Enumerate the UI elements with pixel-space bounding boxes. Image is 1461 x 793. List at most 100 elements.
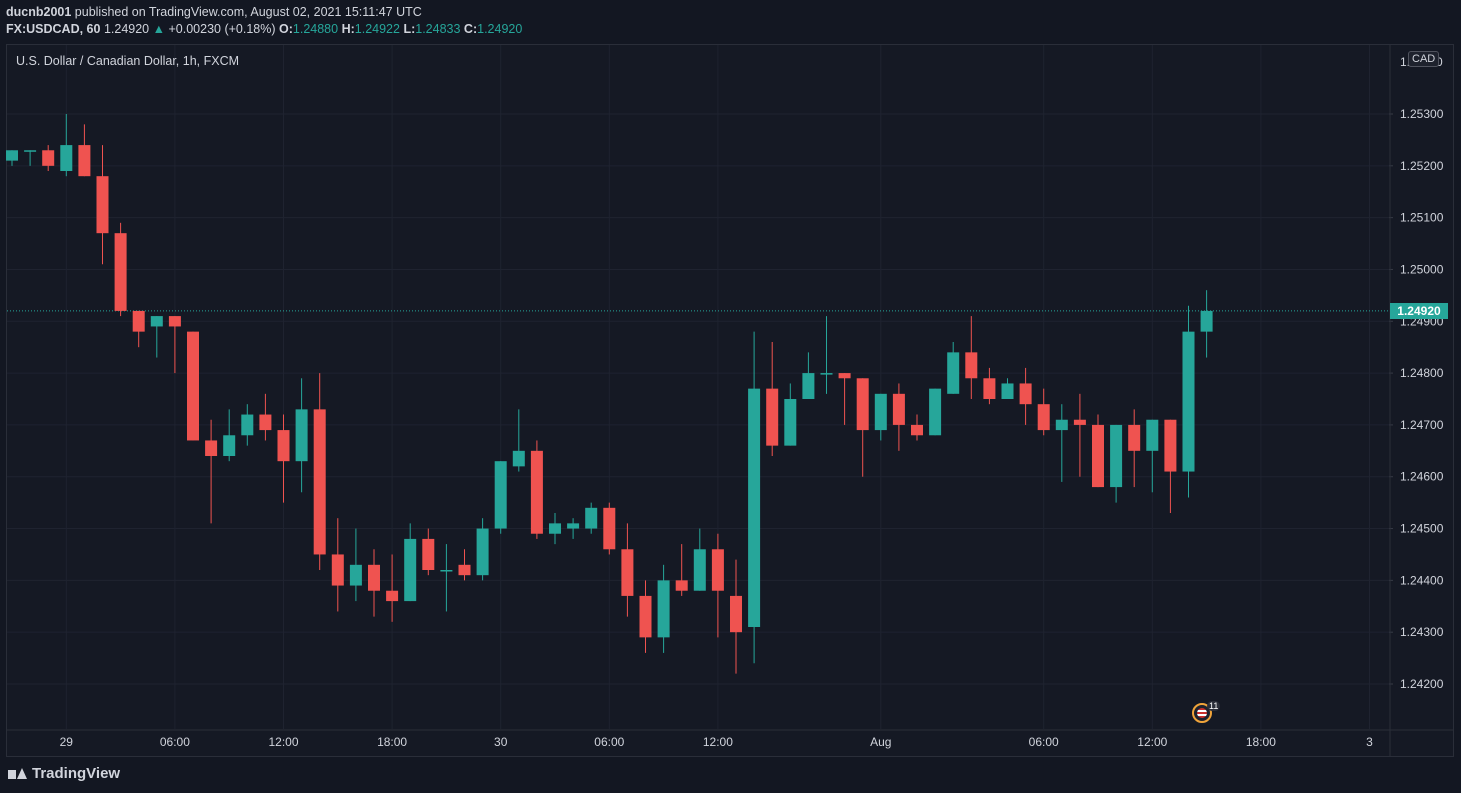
candle-up [874, 393, 887, 431]
candle-down [730, 595, 742, 633]
instrument-title: U.S. Dollar / Canadian Dollar, 1h, FXCM [16, 54, 240, 68]
candle-up [1146, 419, 1159, 451]
candle-down [1073, 419, 1086, 425]
tradingview-logo[interactable]: TradingView [8, 765, 120, 782]
candle-up [440, 570, 453, 572]
x-tick-label: 29 [60, 735, 74, 749]
candle-down [259, 414, 272, 431]
candle-up [6, 150, 18, 161]
change-value: +0.00230 (+0.18%) [168, 22, 276, 36]
candle-up [657, 580, 670, 638]
high-value: 1.24922 [354, 22, 400, 36]
candle-down [96, 176, 109, 234]
candle-up [349, 564, 362, 586]
candle-down [983, 378, 996, 399]
currency-badge[interactable]: CAD [1408, 51, 1440, 67]
candle-down [1037, 404, 1050, 431]
candle-down [603, 507, 616, 550]
last-value: 1.24920 [103, 22, 150, 36]
y-tick-label: 1.24500 [1400, 522, 1444, 536]
y-tick-label: 1.25200 [1400, 159, 1444, 173]
y-tick-label-partial: 1. [1400, 55, 1410, 69]
candle-down [386, 590, 399, 602]
candle-up [820, 373, 833, 375]
brand-name: TradingView [32, 765, 121, 782]
low-value: 1.24833 [415, 22, 461, 36]
y-tick-label: 1.24200 [1400, 677, 1444, 691]
candle-down [313, 409, 326, 555]
x-tick-label: 06:00 [1029, 735, 1059, 749]
candle-down [1019, 383, 1032, 405]
candle-up [150, 316, 163, 327]
candle-up [1001, 383, 1014, 399]
candle-down [458, 564, 471, 576]
x-tick-label: 18:00 [377, 735, 407, 749]
candle-down [187, 331, 199, 441]
candle-up [494, 461, 507, 529]
candle-down [530, 450, 543, 534]
candle-up [929, 388, 942, 436]
candle-down [856, 378, 869, 431]
publish-text: published on TradingView.com, August 02,… [74, 5, 422, 19]
event-count-badge: 11 [1207, 701, 1221, 711]
y-tick-label: 1.25100 [1400, 211, 1444, 225]
open-label: O: [279, 22, 293, 36]
ohlc-legend: FX:USDCAD, 60 1.24920 ▲ +0.00230 (+0.18%… [6, 22, 522, 36]
x-tick-label: Aug [870, 735, 891, 749]
candle-down [965, 352, 978, 379]
x-tick-label: 06:00 [160, 735, 190, 749]
high-label: H: [341, 22, 355, 36]
candle-down [911, 424, 923, 436]
candle-up [1110, 424, 1123, 488]
candle-down [168, 316, 181, 327]
y-tick-label: 1.24800 [1400, 366, 1444, 380]
last-price-label: 1.24920 [1390, 302, 1448, 319]
candle-down [1092, 424, 1104, 488]
x-tick-label: 06:00 [594, 735, 624, 749]
candle-down [1128, 424, 1141, 451]
candle-up [241, 414, 254, 436]
y-tick-label: 1.24600 [1400, 470, 1444, 484]
candle-down [892, 393, 905, 425]
author-name[interactable]: ducnb2001 [6, 5, 72, 19]
candle-up [947, 352, 960, 394]
candle-down [422, 538, 435, 570]
x-tick-label: 12:00 [1137, 735, 1167, 749]
y-tick-label: 1.24300 [1400, 625, 1444, 639]
x-tick-label: 12:00 [268, 735, 298, 749]
x-tick-label: 18:00 [1246, 735, 1276, 749]
chart-panel[interactable] [6, 44, 1454, 757]
symbol-label: FX:USDCAD, 60 [6, 22, 101, 36]
candle-up [585, 507, 598, 529]
candle-down [205, 440, 218, 456]
candle-down [277, 430, 290, 462]
candle-down [114, 233, 127, 311]
candle-down [711, 549, 724, 591]
candle-up [784, 399, 797, 446]
candle-up [802, 373, 815, 399]
candle-up [1182, 331, 1195, 472]
candle-up [1055, 419, 1068, 431]
x-tick-label: 12:00 [703, 735, 733, 749]
close-label: C: [463, 22, 478, 36]
candle-up [295, 409, 308, 462]
x-tick-label: 3 [1366, 735, 1373, 749]
y-tick-label-partial: 0 [1436, 55, 1443, 69]
x-tick-label: 30 [494, 735, 508, 749]
candle-up [476, 528, 489, 576]
candle-down [42, 150, 55, 166]
candle-up [512, 450, 525, 467]
candle-up [404, 538, 417, 602]
low-label: L: [403, 22, 416, 36]
change-arrow-icon: ▲ [152, 22, 165, 36]
publish-info: ducnb2001 published on TradingView.com, … [6, 5, 422, 19]
candle-down [132, 310, 145, 332]
candle-down [639, 595, 652, 638]
candle-up [549, 523, 561, 534]
y-tick-label: 1.25300 [1400, 107, 1444, 121]
candle-down [78, 145, 91, 177]
tradingview-logo-icon [8, 767, 27, 780]
candle-up [748, 388, 761, 627]
candle-up [60, 145, 73, 171]
